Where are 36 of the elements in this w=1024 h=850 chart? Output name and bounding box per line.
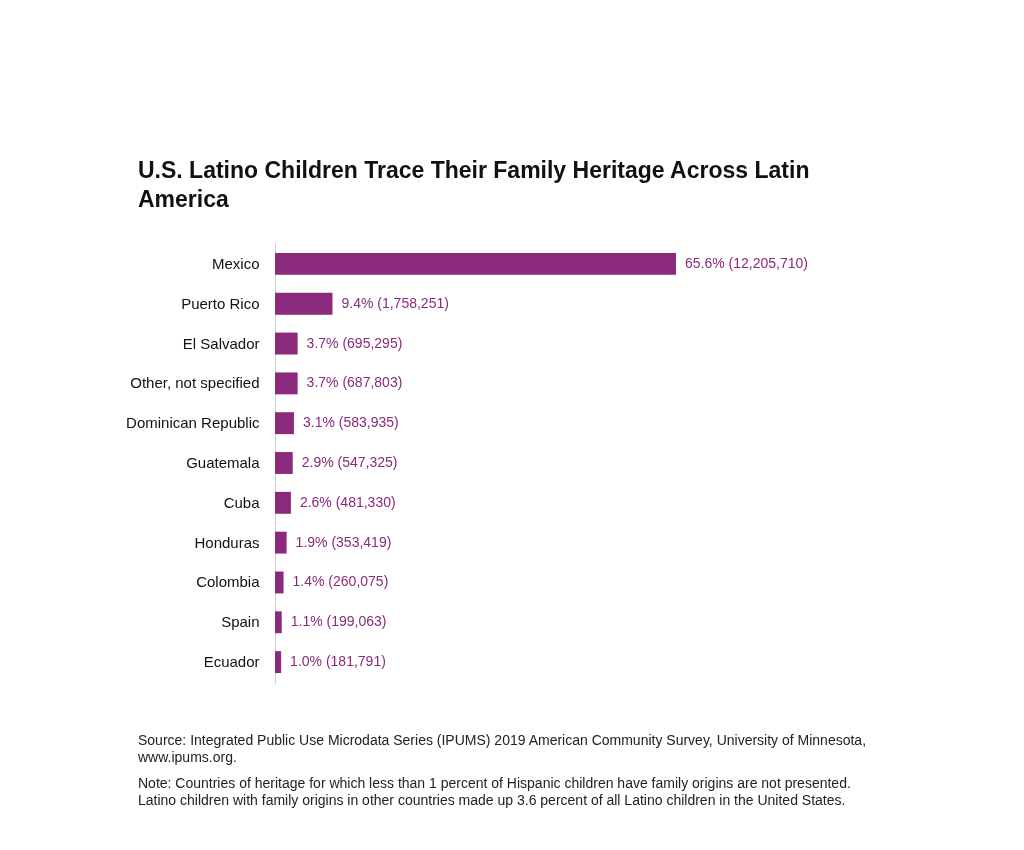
y-tick-label: Dominican Republic: [126, 414, 260, 432]
bar: [275, 372, 298, 395]
data-label: 3.7% (695,295): [306, 334, 403, 351]
y-tick-label: Spain: [221, 613, 260, 631]
data-label: 1.0% (181,791): [290, 653, 386, 670]
data-label: 9.4% (1,758,251): [341, 294, 449, 311]
bar: [275, 252, 676, 275]
y-tick-label: Other, not specified: [130, 374, 260, 392]
data-label: 1.9% (353,419): [295, 533, 392, 550]
data-label: 65.6% (12,205,710): [685, 254, 808, 271]
data-label: 3.7% (687,803): [306, 374, 403, 391]
data-label: 3.1% (583,935): [302, 414, 399, 431]
y-tick-label: Honduras: [194, 533, 260, 551]
y-tick-label: Guatemala: [186, 454, 261, 471]
bar: [275, 292, 333, 315]
bar: [275, 452, 293, 474]
y-tick-label: Puerto Rico: [181, 294, 260, 312]
y-tick-label: Cuba: [223, 493, 261, 511]
bar: [275, 412, 294, 435]
y-tick-label: Mexico: [211, 254, 260, 272]
bar: [275, 571, 284, 594]
source-note: Source: Integrated Public Use Microdata Series (IPUMS) 2019 American Community Survey, University of Minnesota, www.ipums.org.: [138, 732, 868, 766]
y-tick-label: Colombia: [196, 573, 261, 591]
bar: [275, 531, 287, 554]
data-label: 2.6% (481,330): [299, 493, 396, 510]
y-tick-label: El Salvador: [182, 334, 260, 352]
bar: [275, 332, 298, 355]
chart-title: U.S. Latino Children Trace Their Family Heritage Across Latin America: [138, 156, 811, 214]
data-label: 1.4% (260,075): [292, 573, 389, 590]
text: Note: Countries of heritage for which less than 1 percent of Hispanic children have family origins are not presented. Latino children with family origins in other countries made up 3.6 percent of all Latino children in the United States.: [138, 775, 852, 809]
y-tick-label: Ecuador: [203, 653, 260, 671]
bar: [275, 491, 291, 514]
data-label: 1.1% (199,063): [290, 613, 387, 630]
bar: [275, 611, 282, 634]
data-label: 2.9% (547,325): [301, 454, 398, 470]
bar: [275, 651, 282, 674]
